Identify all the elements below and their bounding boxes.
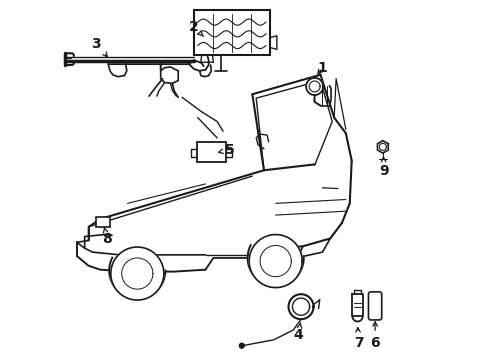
Polygon shape <box>111 247 163 300</box>
FancyBboxPatch shape <box>96 217 110 227</box>
Polygon shape <box>288 294 313 319</box>
Text: 2: 2 <box>188 20 203 36</box>
Polygon shape <box>249 235 302 288</box>
Text: 1: 1 <box>317 61 326 75</box>
Text: 5: 5 <box>218 143 234 157</box>
Text: 7: 7 <box>353 328 363 350</box>
FancyBboxPatch shape <box>367 292 381 320</box>
Polygon shape <box>305 78 323 95</box>
Polygon shape <box>239 343 244 348</box>
FancyBboxPatch shape <box>193 10 269 55</box>
Text: 3: 3 <box>91 37 107 57</box>
Text: 8: 8 <box>102 227 112 246</box>
Text: 4: 4 <box>293 323 303 342</box>
FancyBboxPatch shape <box>197 142 226 162</box>
Text: 9: 9 <box>379 157 388 179</box>
Text: 6: 6 <box>369 322 379 350</box>
